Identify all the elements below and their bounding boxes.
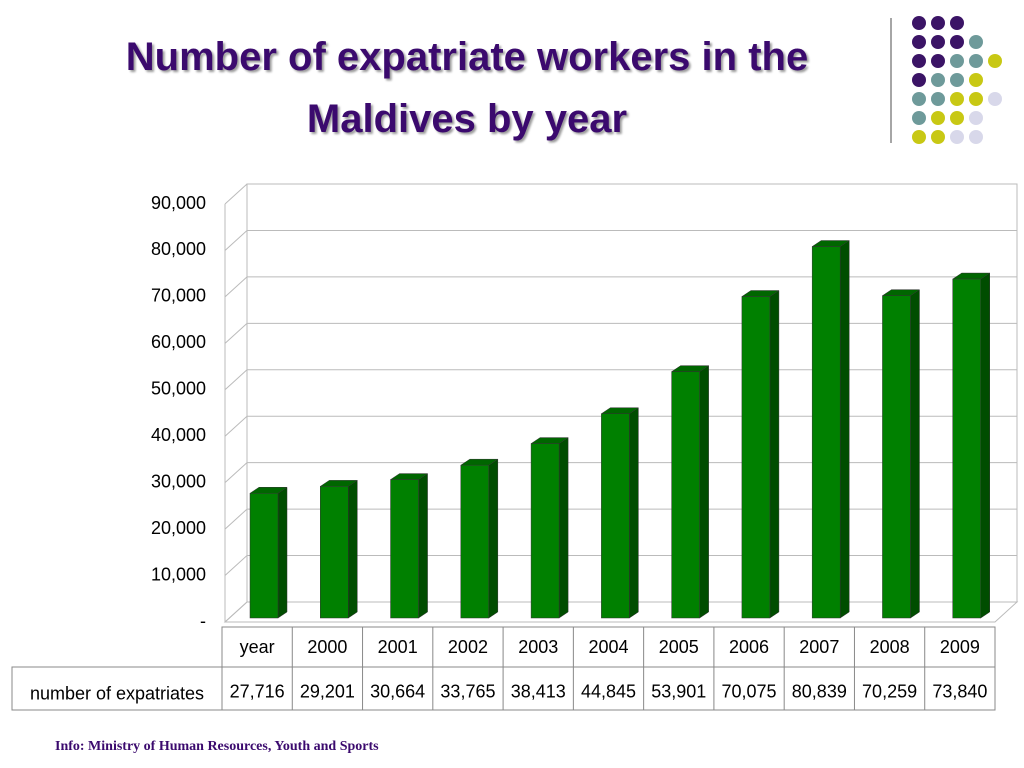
x-tick-label: 2009: [940, 637, 980, 657]
bar-side: [629, 407, 639, 619]
dot: [988, 54, 1002, 68]
dot: [912, 92, 926, 106]
x-tick-label: 2008: [870, 637, 910, 657]
x-tick-label: 2004: [588, 637, 628, 657]
dot: [969, 73, 983, 87]
x-tick-label: 2002: [448, 637, 488, 657]
bar: [671, 371, 700, 619]
value-label: 30,664: [370, 681, 425, 701]
dot: [931, 130, 945, 144]
x-tick-label: year: [240, 637, 275, 657]
dot: [912, 35, 926, 49]
value-label: 53,901: [651, 681, 706, 701]
value-label: 80,839: [792, 681, 847, 701]
dot: [912, 111, 926, 125]
grid-line: [224, 183, 1017, 205]
dot: [950, 92, 964, 106]
x-tick-label: 2000: [307, 637, 347, 657]
dot: [969, 35, 983, 49]
dot: [969, 54, 983, 68]
value-label: 70,075: [722, 681, 777, 701]
x-tick-label: 2003: [518, 637, 558, 657]
bar-side: [277, 486, 288, 619]
bar-side: [418, 473, 428, 619]
dot: [912, 16, 926, 30]
dot: [931, 73, 945, 87]
bar-side: [488, 458, 499, 619]
y-tick-label: 60,000: [151, 332, 206, 352]
dot: [950, 111, 964, 125]
y-tick-label: 10,000: [151, 564, 206, 584]
x-tick-label: 2005: [659, 637, 699, 657]
dot: [950, 35, 964, 49]
value-label: 38,413: [511, 681, 566, 701]
bar: [882, 295, 911, 619]
row-header: number of expatriates: [30, 683, 204, 703]
x-tick-label: 2007: [799, 637, 839, 657]
dot: [988, 92, 1002, 106]
bar: [530, 443, 560, 619]
x-tick-label: 2001: [378, 637, 418, 657]
y-tick-label: 70,000: [151, 286, 206, 306]
dot: [950, 54, 964, 68]
dot: [950, 73, 964, 87]
bar: [249, 493, 279, 619]
bar: [601, 413, 630, 619]
decoration: [912, 16, 1002, 144]
y-tick-label: -: [200, 611, 206, 631]
bar-side: [699, 365, 709, 619]
y-tick-label: 40,000: [151, 425, 206, 445]
bar: [390, 479, 419, 619]
dot: [931, 35, 945, 49]
bar-side: [558, 437, 569, 619]
grid-line: [224, 229, 1017, 251]
y-tick-label: 50,000: [151, 379, 206, 399]
dot: [969, 130, 983, 144]
value-label: 44,845: [581, 681, 636, 701]
value-label: 33,765: [440, 681, 495, 701]
dot: [912, 130, 926, 144]
y-tick-label: 20,000: [151, 518, 206, 538]
bar: [952, 278, 981, 619]
dot: [931, 16, 945, 30]
dot: [931, 92, 945, 106]
value-label: 27,716: [230, 681, 285, 701]
bar: [811, 246, 841, 619]
bar-side: [769, 290, 780, 619]
chart-title: Number of expatriate workers in the Mald…: [125, 35, 809, 141]
bar-side: [348, 479, 358, 619]
dot: [969, 111, 983, 125]
dot: [912, 73, 926, 87]
dot: [912, 54, 926, 68]
bar: [320, 486, 349, 619]
bar-side: [910, 289, 920, 619]
source-note: Info: Ministry of Human Resources, Youth…: [55, 739, 379, 754]
dot: [950, 130, 964, 144]
y-tick-label: 90,000: [151, 193, 206, 213]
x-tick-label: 2006: [729, 637, 769, 657]
bar: [460, 464, 490, 619]
dot: [931, 54, 945, 68]
y-tick-label: 30,000: [151, 471, 206, 491]
dot: [969, 92, 983, 106]
dot: [950, 16, 964, 30]
grid-line: [224, 276, 1017, 298]
dot: [931, 111, 945, 125]
value-label: 29,201: [300, 681, 355, 701]
value-label: 70,259: [862, 681, 917, 701]
bar-side: [839, 240, 850, 619]
bar-side: [980, 272, 990, 619]
value-label: 73,840: [932, 681, 987, 701]
bar: [741, 296, 771, 619]
y-tick-label: 80,000: [151, 239, 206, 259]
